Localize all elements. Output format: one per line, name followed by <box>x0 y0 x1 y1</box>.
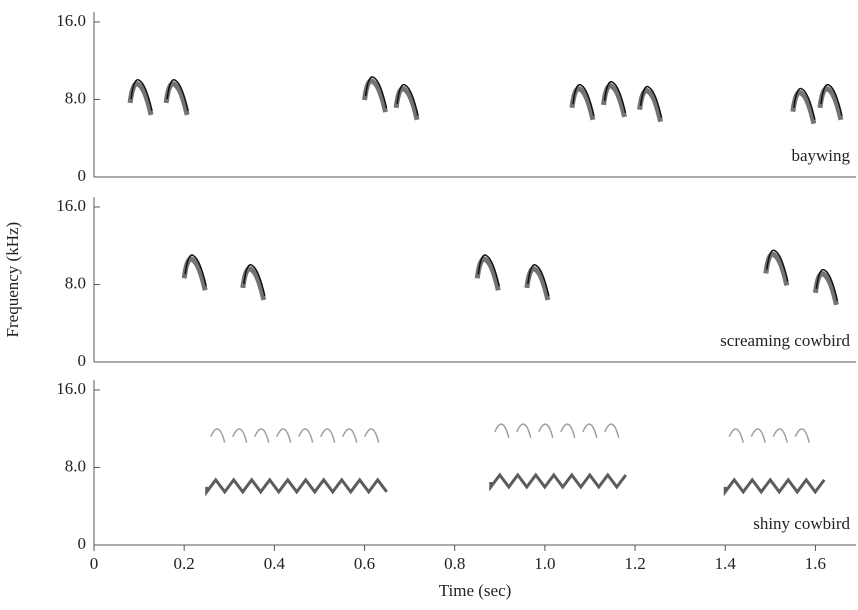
x-tick-label: 1.2 <box>624 554 645 573</box>
note-trace <box>477 254 501 287</box>
note-trace <box>184 254 207 287</box>
y-tick-label: 0 <box>78 166 87 185</box>
panel-label: shiny cowbird <box>753 514 850 533</box>
x-axis-label: Time (sec) <box>439 581 512 600</box>
note-trace <box>639 85 663 118</box>
x-tick-label: 0.6 <box>354 554 375 573</box>
high-chirps <box>494 423 620 439</box>
note-trace <box>815 268 839 301</box>
note-trace <box>396 83 419 116</box>
low-band <box>723 477 826 497</box>
note-trace <box>166 79 189 112</box>
y-tick-label: 16.0 <box>56 379 86 398</box>
low-band <box>489 472 627 492</box>
note-trace <box>820 83 843 116</box>
x-tick-label: 1.6 <box>805 554 826 573</box>
high-chirps <box>210 428 380 443</box>
x-tick-label: 0.8 <box>444 554 465 573</box>
y-tick-label: 8.0 <box>65 88 86 107</box>
note-trace <box>572 83 595 116</box>
note-trace <box>766 249 789 282</box>
y-tick-label: 8.0 <box>65 273 86 292</box>
y-axis-label: Frequency (kHz) <box>3 222 22 338</box>
x-tick-label: 0 <box>90 554 99 573</box>
y-tick-label: 8.0 <box>65 456 86 475</box>
note-trace <box>527 264 550 297</box>
x-tick-label: 0.2 <box>174 554 195 573</box>
note-trace <box>130 79 153 112</box>
y-tick-label: 16.0 <box>56 196 86 215</box>
high-chirps <box>728 428 810 443</box>
x-tick-label: 1.4 <box>715 554 737 573</box>
note-trace <box>603 81 627 114</box>
note-trace <box>793 87 816 120</box>
note-trace <box>243 264 266 297</box>
low-band <box>205 477 388 497</box>
y-tick-label: 0 <box>78 351 87 370</box>
y-tick-label: 0 <box>78 534 87 553</box>
panel-label: screaming cowbird <box>720 331 850 350</box>
panel-label: baywing <box>791 146 850 165</box>
y-tick-label: 16.0 <box>56 11 86 30</box>
x-tick-label: 1.0 <box>534 554 555 573</box>
note-trace <box>364 76 388 109</box>
x-tick-label: 0.4 <box>264 554 286 573</box>
